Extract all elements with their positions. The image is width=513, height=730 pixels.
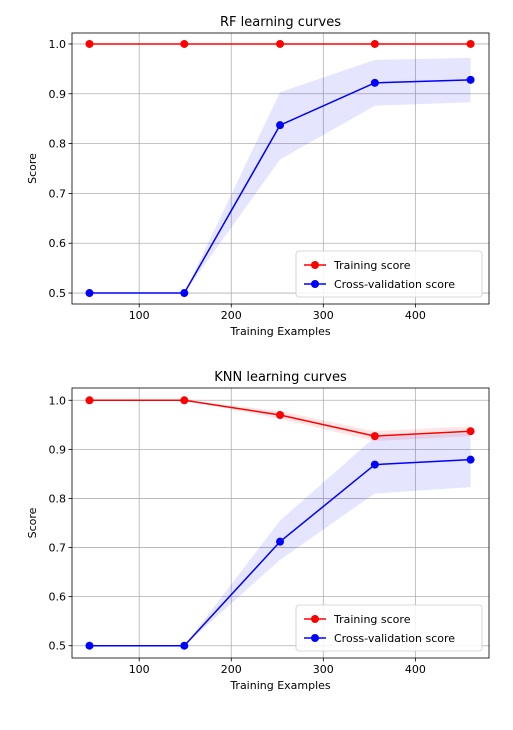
data-point — [180, 289, 189, 298]
y-tick-label: 0.8 — [49, 138, 67, 151]
y-tick-label: 0.5 — [49, 640, 67, 653]
y-axis-label: Score — [26, 153, 39, 184]
legend-marker — [311, 261, 319, 269]
data-point — [370, 78, 379, 87]
legend: Training score Cross-validation score — [295, 250, 483, 298]
y-tick-label: 1.0 — [49, 394, 67, 407]
y-tick-label: 1.0 — [49, 38, 67, 51]
data-point — [466, 455, 475, 464]
chart-1: 100 200 300 400 0.5 0.6 0.7 0.8 0.9 1.0 RF learnin… — [26, 15, 490, 338]
legend-box — [295, 604, 483, 652]
legend-label: Training score — [333, 259, 411, 272]
data-point — [276, 411, 285, 419]
data-point — [370, 432, 379, 441]
data-point — [466, 75, 475, 84]
data-point — [276, 537, 285, 546]
data-point — [276, 39, 285, 48]
x-tick-label: 400 — [405, 663, 426, 676]
y-axis-label: Score — [26, 507, 39, 538]
legend: Training score Cross-validation score — [295, 604, 483, 652]
legend-marker — [311, 634, 319, 642]
y-tick-label: 0.7 — [49, 187, 67, 200]
x-tick-label: 200 — [221, 309, 242, 322]
chart-2: 100 200 300 400 0.5 0.6 0.7 0.8 0.9 1.0 KNN learni… — [26, 370, 490, 692]
plot-frame — [71, 387, 490, 659]
y-tick-label: 0.9 — [49, 443, 67, 456]
x-axis-label: Training Examples — [229, 679, 331, 692]
x-tick-label: 400 — [405, 309, 426, 322]
legend-label: Training score — [333, 613, 411, 626]
data-point — [370, 39, 379, 48]
chart-title: RF learning curves — [220, 15, 341, 30]
x-tick-label: 100 — [129, 663, 150, 676]
data-point — [276, 121, 285, 130]
x-axis-label: Training Examples — [229, 325, 331, 338]
legend-label: Cross-validation score — [334, 632, 455, 645]
y-tick-label: 0.6 — [49, 591, 67, 604]
legend-box — [295, 250, 483, 298]
y-tick-label: 0.5 — [49, 287, 67, 300]
data-point — [466, 427, 475, 436]
data-point — [85, 396, 94, 405]
data-point — [85, 289, 94, 298]
confidence-band-1 — [89, 400, 471, 442]
y-tick-label: 0.6 — [49, 237, 67, 250]
y-tick-label: 0.9 — [49, 88, 67, 101]
data-point — [180, 39, 189, 48]
data-point — [180, 641, 189, 650]
plot-frame — [71, 32, 490, 305]
data-point — [85, 39, 94, 48]
data-point — [180, 396, 189, 405]
legend-marker — [311, 615, 319, 623]
y-tick-label: 0.7 — [49, 542, 67, 555]
legend-label: Cross-validation score — [334, 278, 455, 291]
data-point — [370, 460, 379, 469]
data-point — [466, 39, 475, 48]
x-tick-label: 300 — [313, 663, 334, 676]
x-tick-label: 100 — [129, 309, 150, 322]
x-tick-label: 300 — [313, 309, 334, 322]
legend-marker — [311, 280, 319, 288]
chart-title: KNN learning curves — [214, 370, 347, 385]
data-point — [85, 641, 94, 650]
y-tick-label: 0.8 — [49, 492, 67, 505]
x-tick-label: 200 — [221, 663, 242, 676]
